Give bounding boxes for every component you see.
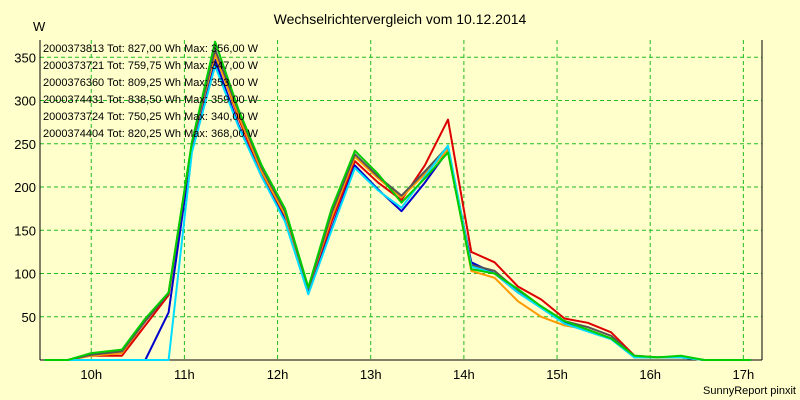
- footer-credit: SunnyReport pinxit: [703, 385, 796, 397]
- y-tick-label: 300: [14, 94, 36, 109]
- x-tick-label: 13h: [360, 367, 382, 382]
- y-tick-label: 250: [14, 137, 36, 152]
- legend-entry-2000373721: 2000373721 Tot: 759,75 Wh Max: 347,00 W: [43, 60, 259, 72]
- y-tick-label: 200: [14, 180, 36, 195]
- y-tick-label: 100: [14, 267, 36, 282]
- x-tick-label: 11h: [174, 367, 195, 382]
- x-tick-label: 15h: [546, 367, 568, 382]
- y-tick-label: 150: [14, 223, 36, 238]
- x-tick-label: 16h: [639, 367, 661, 382]
- x-tick-label: 14h: [453, 367, 475, 382]
- x-tick-label: 12h: [267, 367, 289, 382]
- legend-entry-2000376360: 2000376360 Tot: 809,25 Wh Max: 353,00 W: [43, 77, 259, 89]
- chart-root: Wechselrichtervergleich vom 10.12.2014 W…: [0, 0, 800, 400]
- x-tick-label: 10h: [80, 367, 102, 382]
- line-chart: Wechselrichtervergleich vom 10.12.2014 W…: [0, 0, 800, 400]
- legend-entry-2000374431: 2000374431 Tot: 838,50 Wh Max: 359,00 W: [43, 94, 259, 106]
- legend-entry-2000373813: 2000373813 Tot: 827,00 Wh Max: 356,00 W: [43, 43, 259, 55]
- chart-title: Wechselrichtervergleich vom 10.12.2014: [274, 11, 527, 27]
- y-tick-label: 350: [14, 50, 36, 65]
- x-tick-label: 17h: [733, 367, 755, 382]
- legend-entry-2000374404: 2000374404 Tot: 820,25 Wh Max: 368,00 W: [43, 128, 259, 140]
- legend-entry-2000373724: 2000373724 Tot: 750,25 Wh Max: 340,00 W: [43, 111, 259, 123]
- y-tick-label: 50: [22, 310, 36, 325]
- y-axis-label: W: [33, 19, 46, 34]
